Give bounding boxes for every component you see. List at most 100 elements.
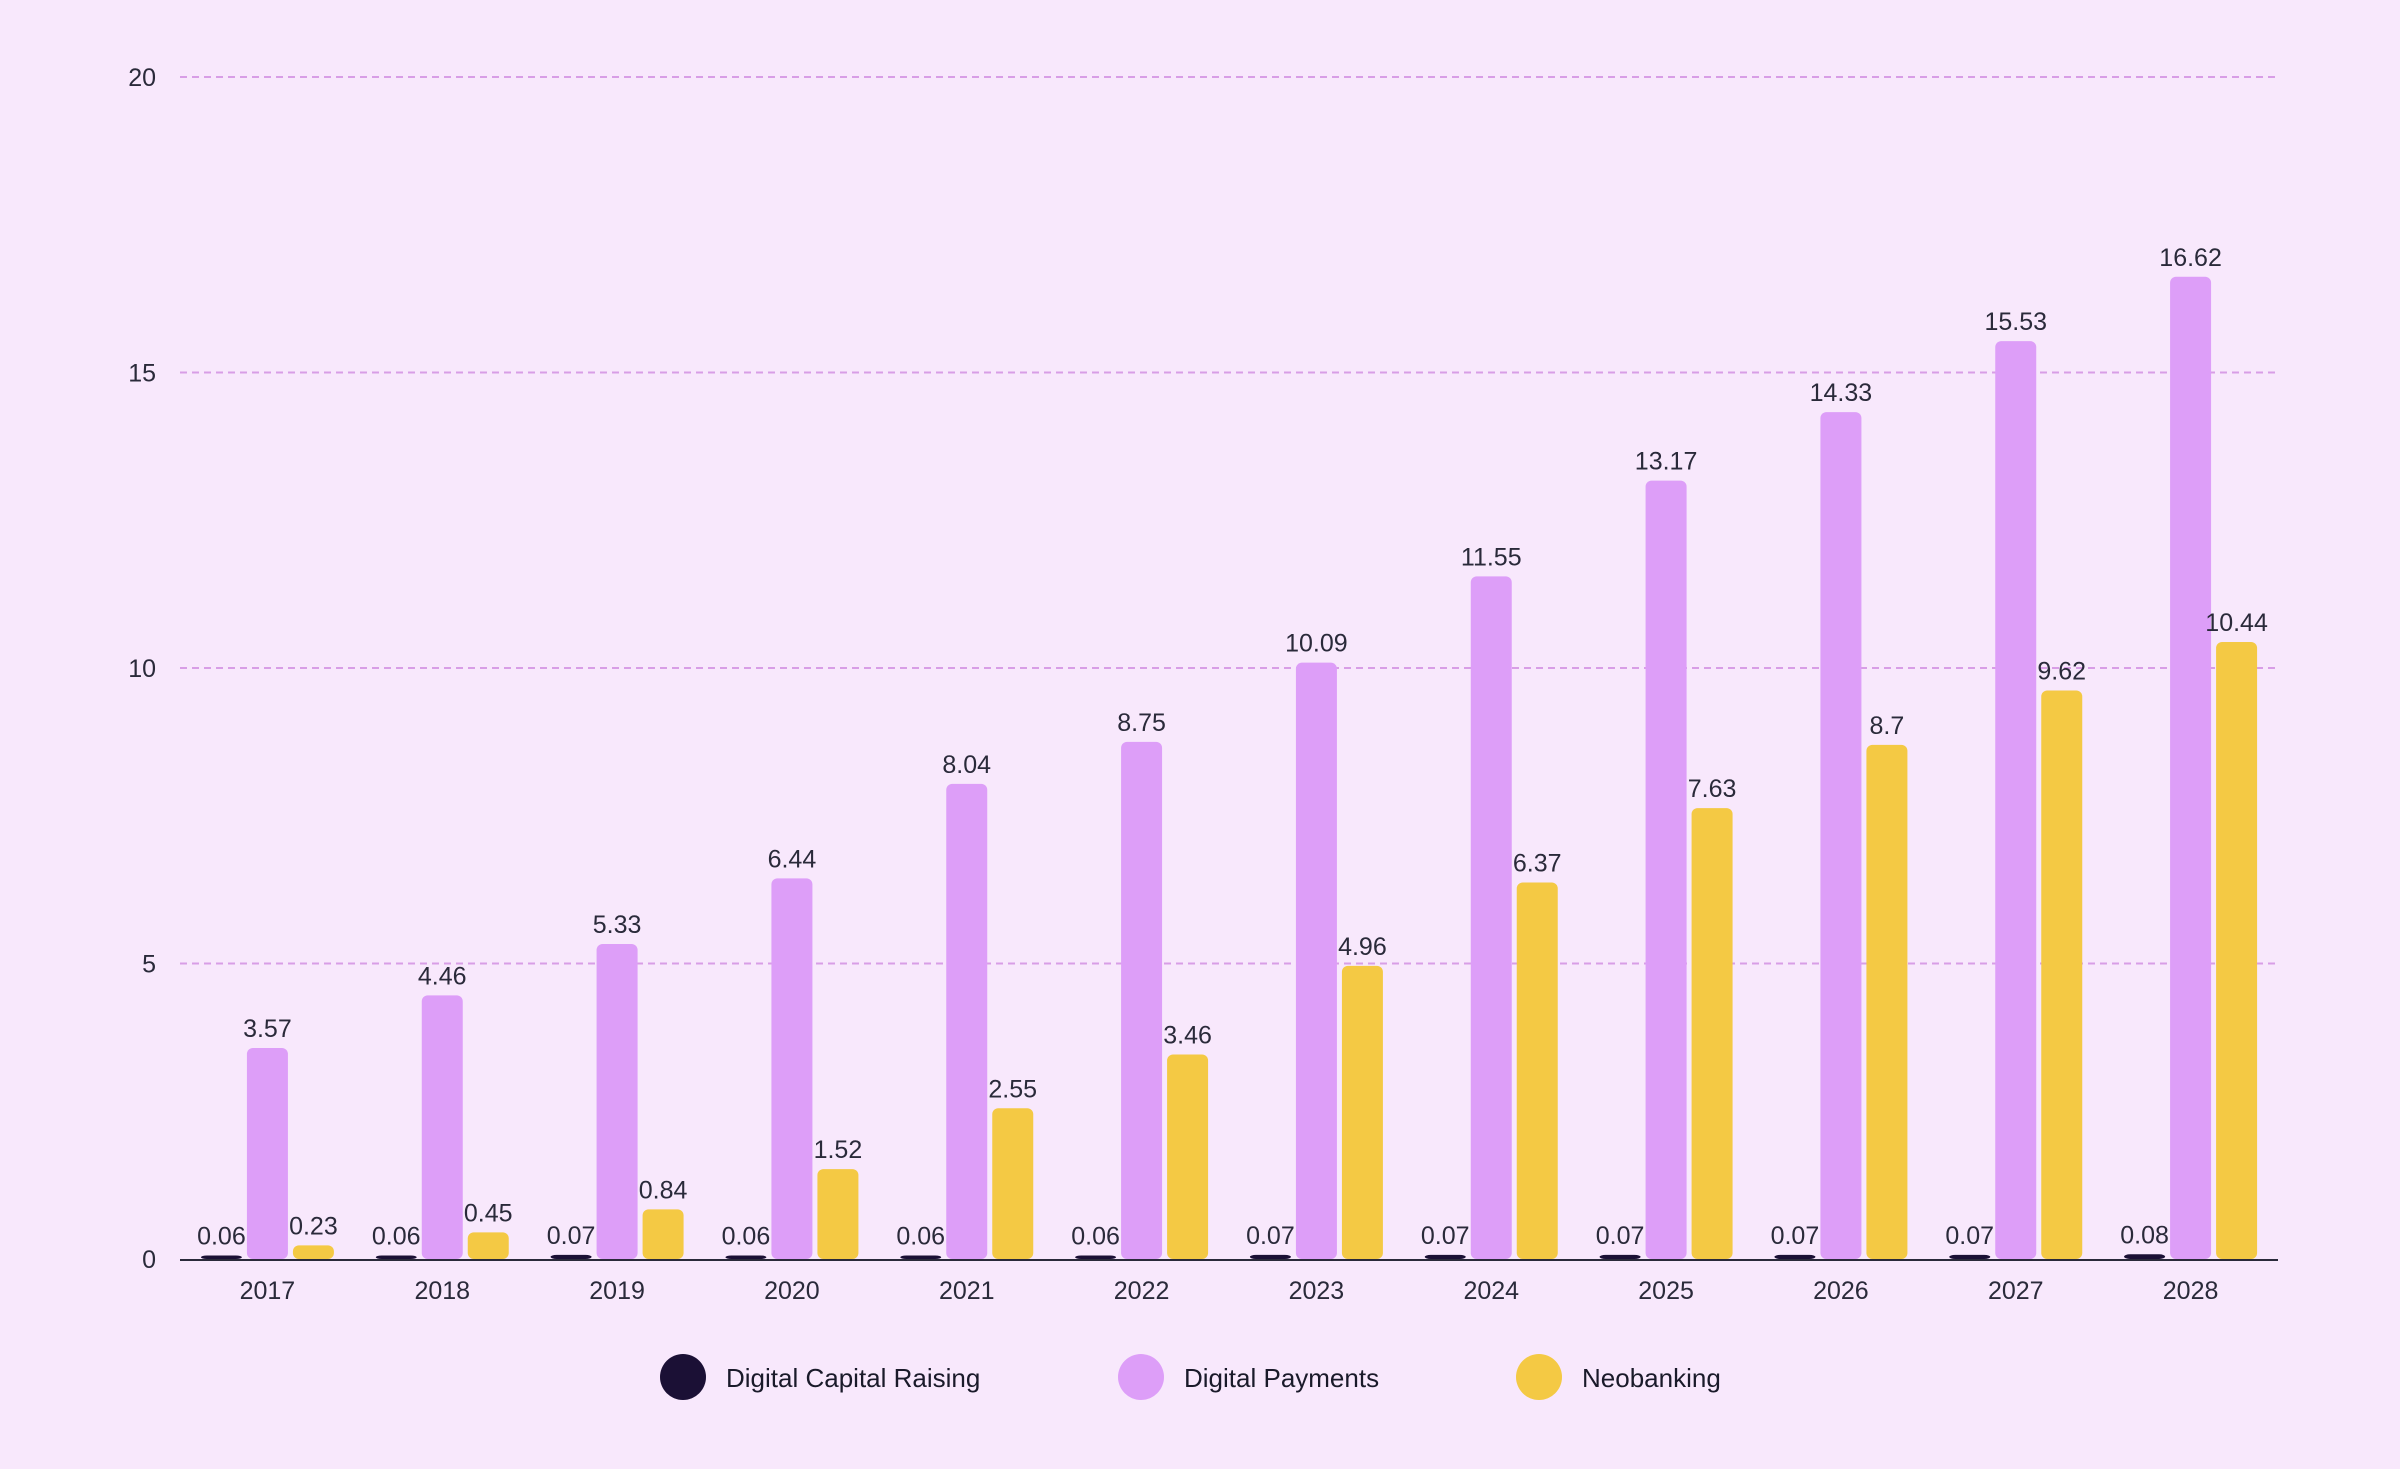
- data-label-digital-payments-2018: 4.46: [418, 962, 467, 990]
- x-tick-label: 2028: [2163, 1277, 2219, 1305]
- data-label-digital-payments-2023: 10.09: [1285, 630, 1348, 658]
- y-tick-label: 15: [128, 360, 156, 388]
- bar-digital-capital-raising-2023[interactable]: [1249, 1254, 1291, 1259]
- data-label-neobanking-2021: 2.55: [988, 1075, 1037, 1103]
- x-tick-label: 2027: [1988, 1277, 2044, 1305]
- x-tick-label: 2023: [1289, 1277, 1345, 1305]
- data-label-digital-payments-2017: 3.57: [243, 1015, 292, 1043]
- data-label-digital-capital-raising-2027: 0.07: [1945, 1222, 1994, 1250]
- data-label-digital-capital-raising-2018: 0.06: [372, 1222, 421, 1250]
- data-label-neobanking-2018: 0.45: [464, 1199, 513, 1227]
- bar-digital-payments-2027[interactable]: [1995, 341, 2037, 1259]
- data-label-digital-capital-raising-2028: 0.08: [2120, 1221, 2169, 1249]
- y-axis-ticks: 0 5 10 15 20: [128, 64, 156, 1274]
- x-tick-label: 2020: [764, 1277, 820, 1305]
- data-label-digital-capital-raising-2020: 0.06: [722, 1222, 771, 1250]
- bar-neobanking-2028[interactable]: [2216, 641, 2258, 1259]
- data-label-digital-payments-2021: 8.04: [942, 751, 991, 779]
- legend-swatch: [660, 1354, 706, 1400]
- bar-neobanking-2026[interactable]: [1866, 744, 1908, 1259]
- bar-digital-payments-2028[interactable]: [2170, 276, 2212, 1259]
- bar-neobanking-2020[interactable]: [817, 1169, 859, 1259]
- bar-neobanking-2023[interactable]: [1341, 965, 1383, 1259]
- y-tick-label: 10: [128, 655, 156, 683]
- legend-swatch: [1516, 1354, 1562, 1400]
- data-label-digital-capital-raising-2026: 0.07: [1771, 1222, 1820, 1250]
- bar-digital-payments-2024[interactable]: [1470, 576, 1512, 1259]
- bar-neobanking-2027[interactable]: [2041, 690, 2083, 1259]
- bar-digital-capital-raising-2019[interactable]: [550, 1254, 592, 1259]
- bar-neobanking-2018[interactable]: [467, 1232, 509, 1259]
- data-label-digital-capital-raising-2022: 0.06: [1071, 1222, 1120, 1250]
- x-tick-label: 2017: [240, 1277, 296, 1305]
- legend-item-digital-capital-raising[interactable]: Digital Capital Raising: [660, 1354, 980, 1400]
- data-label-digital-capital-raising-2023: 0.07: [1246, 1222, 1295, 1250]
- data-label-digital-capital-raising-2025: 0.07: [1596, 1222, 1645, 1250]
- data-label-digital-payments-2019: 5.33: [593, 911, 642, 939]
- bar-digital-payments-2019[interactable]: [596, 943, 638, 1259]
- bar-digital-capital-raising-2017[interactable]: [200, 1255, 242, 1259]
- x-tick-label: 2018: [414, 1277, 470, 1305]
- bar-digital-capital-raising-2020[interactable]: [725, 1255, 767, 1259]
- data-label-neobanking-2024: 6.37: [1513, 850, 1562, 878]
- y-tick-label: 5: [142, 951, 156, 979]
- bar-digital-capital-raising-2025[interactable]: [1599, 1254, 1641, 1259]
- data-label-digital-capital-raising-2024: 0.07: [1421, 1222, 1470, 1250]
- bar-digital-payments-2025[interactable]: [1645, 480, 1687, 1259]
- data-label-neobanking-2025: 7.63: [1688, 775, 1737, 803]
- data-labels: 0.06 3.57 0.23 0.06 4.46 0.45 0.07 5.33 0.84 0.06…: [197, 244, 2268, 1251]
- y-tick-label: 20: [128, 64, 156, 92]
- data-label-digital-payments-2022: 8.75: [1117, 709, 1166, 737]
- legend-swatch: [1118, 1354, 1164, 1400]
- bar-digital-capital-raising-2026[interactable]: [1774, 1254, 1816, 1259]
- x-tick-label: 2019: [589, 1277, 645, 1305]
- data-label-neobanking-2026: 8.7: [1870, 712, 1905, 740]
- data-label-digital-payments-2027: 15.53: [1984, 308, 2047, 336]
- bar-digital-payments-2017[interactable]: [246, 1048, 288, 1259]
- data-label-neobanking-2028: 10.44: [2205, 609, 2268, 637]
- x-tick-label: 2024: [1463, 1277, 1519, 1305]
- bar-digital-capital-raising-2028[interactable]: [2124, 1254, 2166, 1259]
- bar-digital-payments-2023[interactable]: [1295, 662, 1337, 1259]
- data-label-neobanking-2027: 9.62: [2037, 657, 2086, 685]
- bar-digital-payments-2026[interactable]: [1820, 412, 1862, 1259]
- y-tick-label: 0: [142, 1246, 156, 1274]
- data-label-digital-payments-2026: 14.33: [1810, 379, 1873, 407]
- bar-neobanking-2022[interactable]: [1167, 1054, 1209, 1259]
- bar-digital-capital-raising-2024[interactable]: [1424, 1254, 1466, 1259]
- bar-digital-payments-2022[interactable]: [1121, 741, 1163, 1259]
- data-label-neobanking-2022: 3.46: [1163, 1022, 1212, 1050]
- bar-digital-capital-raising-2021[interactable]: [900, 1255, 942, 1259]
- data-label-digital-payments-2028: 16.62: [2159, 244, 2222, 272]
- data-label-digital-capital-raising-2017: 0.06: [197, 1222, 246, 1250]
- bar-digital-payments-2021[interactable]: [946, 783, 988, 1259]
- bar-digital-capital-raising-2022[interactable]: [1075, 1255, 1117, 1259]
- bar-digital-payments-2018[interactable]: [421, 995, 463, 1259]
- data-label-neobanking-2020: 1.52: [814, 1136, 863, 1164]
- x-tick-label: 2026: [1813, 1277, 1869, 1305]
- data-label-digital-payments-2020: 6.44: [768, 845, 817, 873]
- legend: Digital Capital Raising Digital Payments N…: [660, 1354, 1721, 1400]
- x-tick-label: 2025: [1638, 1277, 1694, 1305]
- legend-label: Digital Payments: [1184, 1363, 1379, 1393]
- data-label-neobanking-2023: 4.96: [1338, 933, 1387, 961]
- bars: [200, 276, 2258, 1259]
- bar-neobanking-2024[interactable]: [1516, 882, 1558, 1259]
- bar-neobanking-2021[interactable]: [992, 1108, 1034, 1259]
- legend-item-neobanking[interactable]: Neobanking: [1516, 1354, 1721, 1400]
- bar-digital-capital-raising-2018[interactable]: [375, 1255, 417, 1259]
- legend-item-digital-payments[interactable]: Digital Payments: [1118, 1354, 1379, 1400]
- bar-neobanking-2019[interactable]: [642, 1209, 684, 1259]
- bar-digital-capital-raising-2027[interactable]: [1949, 1254, 1991, 1259]
- data-label-neobanking-2017: 0.23: [289, 1212, 338, 1240]
- data-label-neobanking-2019: 0.84: [639, 1176, 688, 1204]
- data-label-digital-capital-raising-2021: 0.06: [896, 1222, 945, 1250]
- bar-neobanking-2025[interactable]: [1691, 808, 1733, 1259]
- x-axis-ticks: 2017 2018 2019 2020 2021 2022 2023 2024 2025 2026…: [240, 1277, 2219, 1305]
- bar-digital-payments-2020[interactable]: [771, 878, 813, 1259]
- bar-neobanking-2017[interactable]: [292, 1245, 334, 1259]
- legend-label: Neobanking: [1582, 1363, 1721, 1393]
- x-tick-label: 2021: [939, 1277, 995, 1305]
